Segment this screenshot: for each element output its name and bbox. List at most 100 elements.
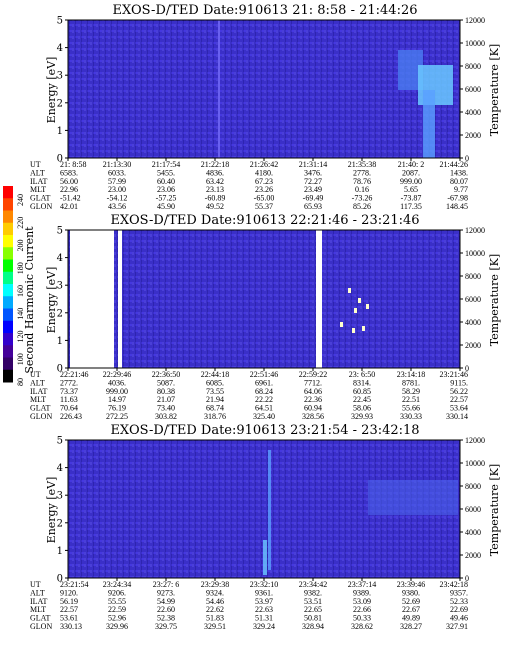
table-cell: 58.06 (353, 404, 371, 413)
table-cell: 22.59 (108, 605, 126, 614)
table-cell: 328.27 (400, 622, 422, 631)
energy-feature (368, 480, 458, 515)
y2-tick-label: 10000 (465, 249, 485, 258)
table-cell: 65.93 (304, 202, 322, 211)
table-cell: 318.76 (204, 412, 226, 421)
colorbar: 240 220 200 180 160 140 120 100 80 (3, 186, 25, 386)
table-cell: -69.49 (303, 194, 324, 203)
energy-feature (340, 322, 343, 327)
data-gap (316, 230, 322, 368)
y-tick-label: 4 (57, 463, 63, 474)
table-cell: 68.74 (206, 404, 224, 413)
table-cell: 22.57 (450, 395, 468, 404)
table-cell: 73.40 (157, 404, 175, 413)
table-cell: 56.19 (60, 597, 78, 606)
table-cell: 76.19 (108, 404, 126, 413)
table-cell: 4036. (108, 378, 126, 387)
y-tick-label: 0 (57, 154, 63, 165)
y-tick-label: 3 (57, 281, 63, 292)
table-cell: -73.87 (401, 194, 422, 203)
table-cell: 328.56 (302, 412, 324, 421)
y-tick-label: 1 (57, 546, 63, 557)
y2-tick-label: 12000 (465, 226, 485, 235)
y-tick-label: 5 (57, 436, 63, 447)
y2-tick-label: 0 (465, 154, 469, 163)
row-label: ILAT (30, 597, 47, 606)
colorbar-swatch (3, 198, 13, 211)
table-cell: 325.40 (253, 412, 275, 421)
table-cell: 23:27: 6 (153, 580, 179, 589)
table-cell: 70.64 (60, 404, 78, 413)
colorbar-swatch (3, 271, 13, 285)
table-cell: 50.33 (353, 614, 371, 623)
table-cell: 21:17:54 (152, 160, 180, 169)
panel-3-ylabel: Energy [eV] (45, 477, 58, 544)
y-tick-label: 1 (57, 126, 63, 137)
table-cell: 8781. (402, 378, 420, 387)
y2-tick-label: 4000 (465, 108, 481, 117)
table-cell: 2087. (402, 168, 420, 177)
table-cell: 9324. (206, 588, 224, 597)
table-cell: 54.46 (206, 597, 224, 606)
table-cell: 23:21:46 (440, 370, 468, 379)
table-cell: 6033. (108, 168, 126, 177)
colorbar-swatch (3, 296, 13, 309)
table-cell: 22.62 (206, 605, 224, 614)
table-cell: 56.00 (60, 177, 78, 186)
y2-tick-label: 10000 (465, 39, 485, 48)
row-label: UT (30, 160, 41, 169)
energy-feature (352, 328, 355, 333)
table-cell: 68.24 (255, 387, 273, 396)
table-cell: 55.37 (255, 202, 273, 211)
table-cell: 9361. (255, 588, 273, 597)
table-cell: 330.14 (446, 412, 468, 421)
table-cell: 5087. (157, 378, 175, 387)
colorbar-tick-label: 200 (16, 240, 25, 252)
table-cell: 22.22 (255, 395, 273, 404)
table-cell: 49.89 (402, 614, 420, 623)
table-cell: 148.45 (446, 202, 468, 211)
panel-2-ylabel: Energy [eV] (45, 267, 58, 334)
row-label: GLON (30, 412, 52, 421)
table-cell: 52.38 (157, 614, 175, 623)
table-cell: 22.63 (255, 605, 273, 614)
table-cell: 53.51 (304, 597, 322, 606)
table-cell: 55.66 (402, 404, 420, 413)
table-cell: 21:35:38 (348, 160, 376, 169)
table-cell: 23:34:42 (299, 580, 327, 589)
table-cell: -60.89 (205, 194, 226, 203)
table-cell: 22.67 (402, 605, 420, 614)
table-cell: 5.65 (404, 185, 418, 194)
y-tick-label: 3 (57, 491, 63, 502)
table-cell: 22.45 (353, 395, 371, 404)
spectrogram-features (70, 230, 369, 368)
y-tick-label: 0 (57, 574, 63, 585)
table-cell: 52.69 (402, 597, 420, 606)
table-cell: 23:37:14 (348, 580, 376, 589)
row-label: GLAT (30, 194, 51, 203)
table-cell: 22.60 (157, 605, 175, 614)
y2-tick-label: 2000 (465, 551, 481, 560)
row-label: UT (30, 580, 41, 589)
y2-tick-label: 2000 (465, 131, 481, 140)
table-cell: 117.35 (400, 202, 422, 211)
y2-tick-label: 0 (465, 364, 469, 373)
spectrogram-features (218, 20, 453, 158)
table-cell: 327.91 (446, 622, 468, 631)
plot-area (68, 230, 460, 368)
table-cell: 9380. (402, 588, 420, 597)
panel-2: EXOS-D/TED Date:910613 22:21:46 - 23:21:… (30, 213, 501, 421)
y-tick-label: 3 (57, 71, 63, 82)
table-cell: 0.16 (355, 185, 369, 194)
panel-1-ylabel: Energy [eV] (45, 57, 58, 124)
table-cell: 11.63 (60, 395, 78, 404)
y2-tick-label: 6000 (465, 85, 481, 94)
table-cell: 51.83 (206, 614, 224, 623)
spectral-streak (218, 20, 220, 158)
table-cell: 67.23 (255, 177, 273, 186)
colorbar-swatch (3, 186, 13, 199)
table-cell: 21.94 (206, 395, 224, 404)
colorbar-label: Second Harmonic Current (23, 226, 36, 374)
table-cell: 23.00 (108, 185, 126, 194)
table-cell: 9120. (60, 588, 78, 597)
